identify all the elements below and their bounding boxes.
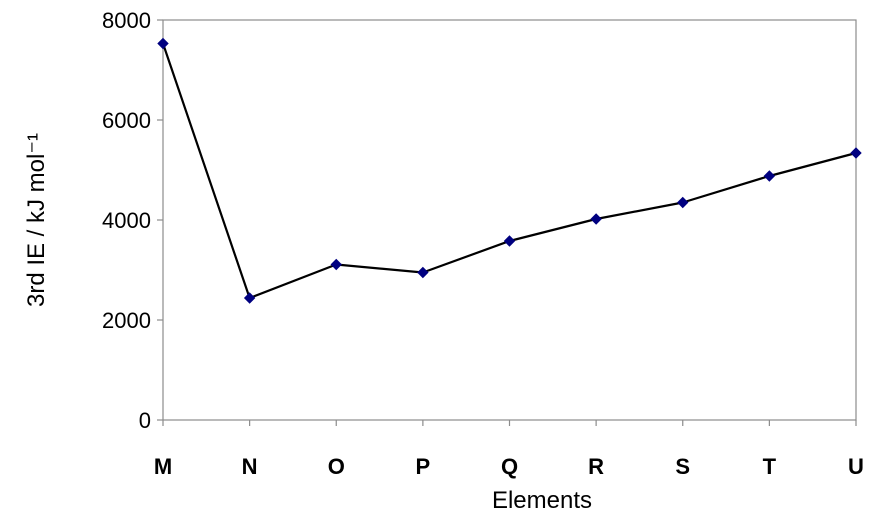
x-tick-label: U <box>848 454 864 479</box>
y-tick-label: 2000 <box>102 308 151 333</box>
y-axis-title: 3rd IE / kJ mol⁻¹ <box>23 133 50 307</box>
x-tick-label: S <box>675 454 690 479</box>
x-tick-label: N <box>242 454 258 479</box>
y-tick-label: 6000 <box>102 108 151 133</box>
y-tick-label: 4000 <box>102 208 151 233</box>
x-tick-label: M <box>154 454 172 479</box>
data-point-marker <box>417 266 429 279</box>
plot-area-frame <box>162 19 857 421</box>
data-point-marker <box>330 258 342 271</box>
y-axis: 0 2000 4000 6000 8000 <box>102 8 163 433</box>
data-point-marker <box>850 147 862 159</box>
data-point-marker <box>503 235 516 247</box>
x-tick-label: R <box>588 454 604 479</box>
x-tick-label: O <box>328 454 345 479</box>
x-axis-title: Elements <box>492 487 592 514</box>
data-point-marker <box>243 292 256 304</box>
x-axis: M N O P Q R S T U <box>154 420 864 479</box>
x-tick-label: P <box>416 454 431 479</box>
x-tick-label: T <box>763 454 777 479</box>
data-point-marker <box>763 170 776 182</box>
y-tick-label: 0 <box>139 408 151 433</box>
y-tick-label: 8000 <box>102 8 151 33</box>
data-point-marker <box>677 196 689 209</box>
series-line <box>161 43 857 300</box>
series-3rd-ie <box>157 37 862 304</box>
data-point-marker <box>590 213 602 225</box>
plot-area-border <box>162 19 857 421</box>
x-tick-label: Q <box>501 454 518 479</box>
data-point-marker <box>157 37 169 50</box>
